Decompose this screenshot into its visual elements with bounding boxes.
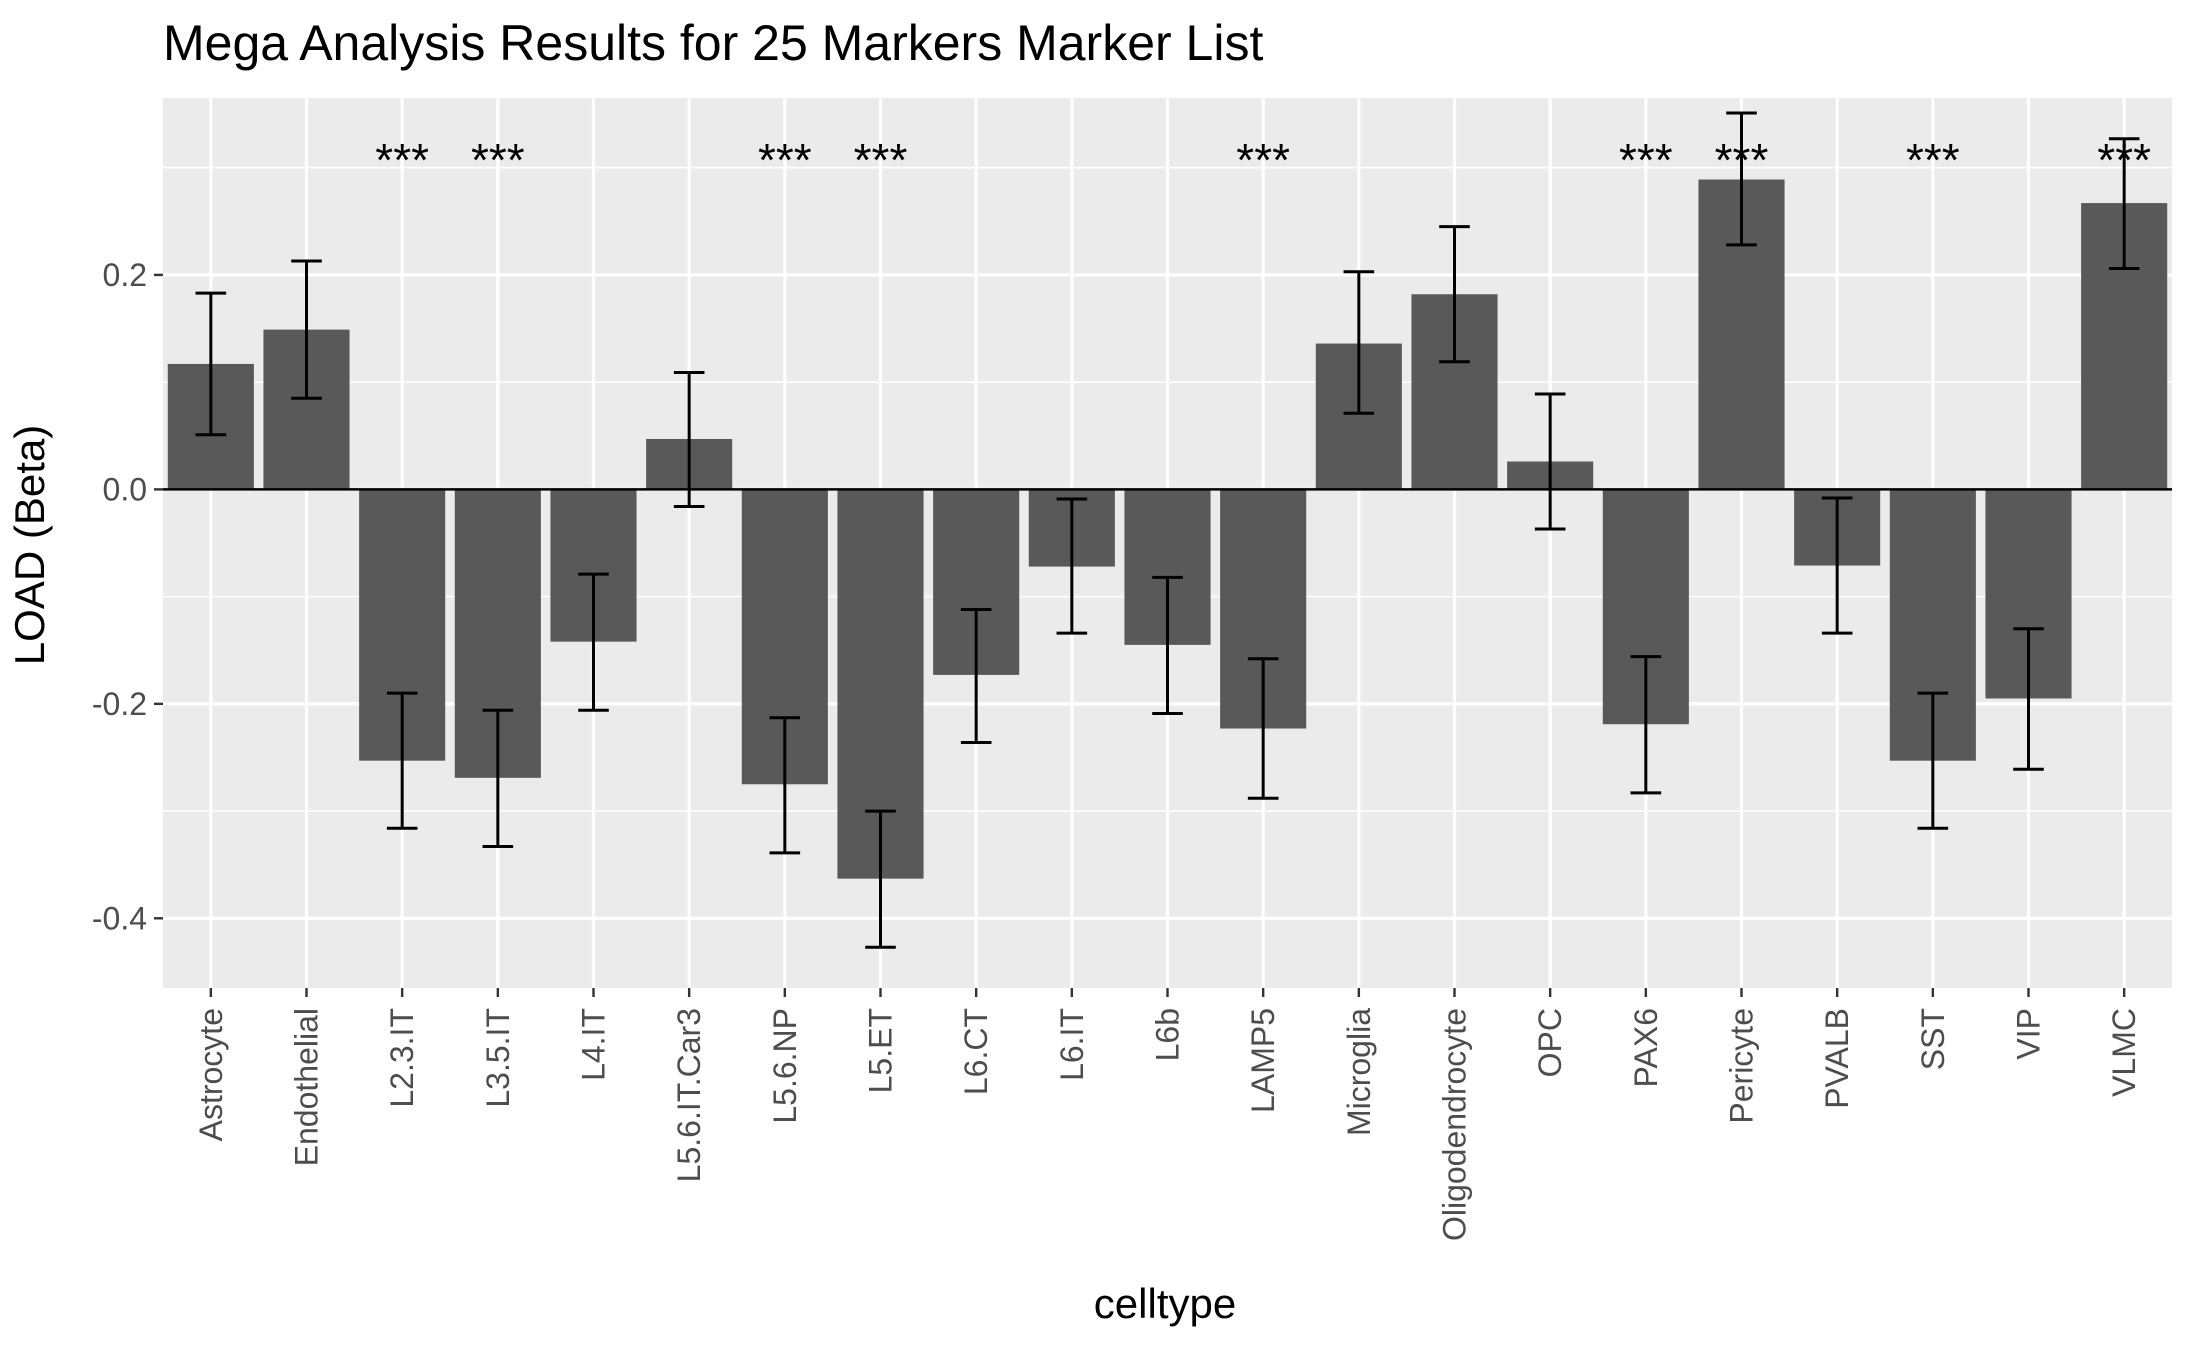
error-bar (1726, 111, 1757, 247)
error-bar (578, 572, 609, 712)
x-tick-label: L6b (1150, 1008, 1186, 1061)
x-tick-label: LAMP5 (1245, 1008, 1281, 1113)
chart-title: Mega Analysis Results for 25 Markers Mar… (163, 15, 1263, 71)
significance-label: *** (375, 134, 429, 186)
y-tick-label: 0.2 (103, 257, 147, 293)
x-tick-label: L5.6.IT.Car3 (671, 1008, 707, 1182)
error-bar (1630, 655, 1662, 795)
error-bar (1439, 225, 1470, 364)
error-bar (673, 371, 705, 509)
error-bar (1821, 496, 1853, 635)
y-tick-label: -0.2 (92, 686, 147, 722)
y-tick-label: 0.0 (103, 471, 147, 507)
x-tick-label: PAX6 (1628, 1008, 1664, 1087)
error-bar (1152, 575, 1183, 715)
significance-label: *** (1619, 134, 1673, 186)
error-bar (195, 291, 227, 437)
error-bar (2108, 137, 2140, 270)
y-tick-label: -0.4 (92, 900, 147, 936)
error-bar (291, 259, 322, 400)
error-bar (1917, 691, 1949, 830)
significance-label: *** (1236, 134, 1290, 186)
significance-label: *** (854, 134, 908, 186)
x-tick-label: VLMC (2106, 1008, 2142, 1097)
x-tick-label: Astrocyte (193, 1008, 229, 1141)
x-tick-label: Microglia (1341, 1008, 1377, 1136)
x-tick-label: Oligodendrocyte (1437, 1008, 1473, 1241)
error-bar (482, 708, 514, 848)
x-tick-label: L3.5.IT (480, 1008, 516, 1108)
error-bar (1056, 497, 1088, 635)
x-tick-label: VIP (2011, 1008, 2047, 1060)
y-axis-label: LOAD (Beta) (6, 425, 53, 665)
significance-label: *** (758, 134, 812, 186)
error-bar (386, 691, 418, 830)
error-bar (1534, 392, 1566, 531)
error-bar (2013, 627, 2044, 771)
x-tick-label: Pericyte (1724, 1008, 1760, 1124)
error-bar (960, 607, 992, 744)
x-tick-label: L6.CT (958, 1008, 994, 1095)
significance-label: *** (471, 134, 525, 186)
x-tick-label: L5.6.NP (767, 1008, 803, 1124)
x-axis-label: celltype (1094, 1280, 1236, 1327)
x-tick-label: SST (1915, 1008, 1951, 1070)
x-tick-label: L2.3.IT (384, 1008, 420, 1108)
error-bar (769, 716, 801, 855)
significance-label: *** (1906, 134, 1960, 186)
error-bar (865, 809, 896, 949)
error-bar (1247, 657, 1279, 800)
x-tick-label: L4.IT (576, 1008, 612, 1081)
significance-label: *** (1715, 134, 1769, 186)
error-bar (1343, 270, 1375, 415)
x-tick-label: Endothelial (289, 1008, 325, 1166)
x-tick-label: L6.IT (1054, 1008, 1090, 1081)
x-tick-label: L5.ET (863, 1008, 899, 1093)
x-tick-label: OPC (1532, 1008, 1568, 1077)
significance-label: *** (2097, 134, 2151, 186)
x-tick-label: PVALB (1819, 1008, 1855, 1109)
